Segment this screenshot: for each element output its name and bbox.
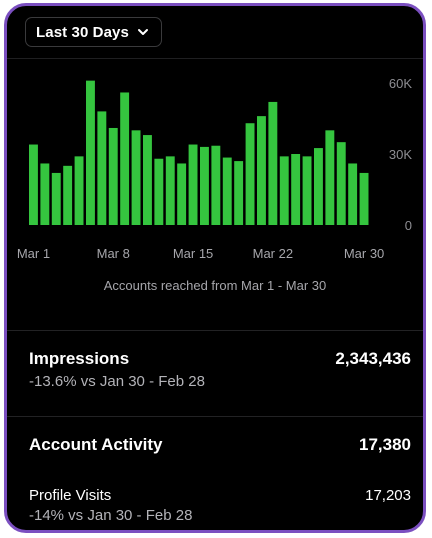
date-range-dropdown[interactable]: Last 30 Days xyxy=(25,17,162,47)
chart-bar[interactable] xyxy=(348,163,358,225)
chart-bar[interactable] xyxy=(314,148,323,225)
section-divider xyxy=(7,416,423,417)
account-activity-title: Account Activity xyxy=(29,435,163,454)
impressions-change: -13.6% vs Jan 30 - Feb 28 xyxy=(29,373,205,390)
chart-bar[interactable] xyxy=(97,111,107,225)
chart-bar[interactable] xyxy=(86,80,95,225)
chart-bar[interactable] xyxy=(302,156,312,225)
chart-bar[interactable] xyxy=(29,144,38,225)
reach-bar-chart: 60K 30K 0 Mar 1 Mar 8 Mar 15 Mar 22 Mar 30 xyxy=(17,76,412,261)
chart-bar[interactable] xyxy=(165,156,175,225)
chart-bar[interactable] xyxy=(108,127,118,225)
chart-bar[interactable] xyxy=(177,163,187,225)
insights-panel: Last 30 Days 60K 30K 0 Mar 1 Mar 8 Mar 15 Mar … xyxy=(4,3,426,533)
profile-visits-title: Profile Visits xyxy=(29,487,112,504)
chart-bar[interactable] xyxy=(325,130,335,225)
date-range-label: Last 30 Days xyxy=(36,23,129,41)
y-tick-label: 60K xyxy=(389,76,412,91)
chart-bar[interactable] xyxy=(51,172,61,225)
chart-bar[interactable] xyxy=(211,145,221,225)
chart-bar[interactable] xyxy=(268,101,278,225)
x-tick-label: Mar 1 xyxy=(17,246,50,261)
chevron-down-icon xyxy=(137,29,148,35)
y-tick-label: 0 xyxy=(405,218,412,233)
chart-bar[interactable] xyxy=(63,165,73,225)
chart-bar[interactable] xyxy=(222,157,232,225)
chart-bar[interactable] xyxy=(131,130,141,225)
chart-caption: Accounts reached from Mar 1 - Mar 30 xyxy=(103,278,327,293)
x-tick-label: Mar 15 xyxy=(173,246,213,261)
section-divider xyxy=(7,330,423,331)
profile-visits-change: -14% vs Jan 30 - Feb 28 xyxy=(29,507,193,524)
chart-bar[interactable] xyxy=(234,161,244,225)
chart-bar[interactable] xyxy=(291,154,301,225)
chart-bar[interactable] xyxy=(279,156,289,225)
chart-bar[interactable] xyxy=(257,116,266,225)
chart-bar[interactable] xyxy=(245,123,255,225)
chart-bar[interactable] xyxy=(120,92,130,225)
account-activity-value: 17,380 xyxy=(359,435,411,454)
chart-bar[interactable] xyxy=(40,163,50,225)
chart-bar[interactable] xyxy=(74,156,84,225)
chart-bar[interactable] xyxy=(336,142,346,225)
chart-bar[interactable] xyxy=(143,135,152,225)
chart-bar[interactable] xyxy=(188,144,198,225)
profile-visits-value: 17,203 xyxy=(365,487,411,504)
header-divider xyxy=(7,58,423,59)
chart-bar[interactable] xyxy=(200,146,209,225)
x-tick-label: Mar 22 xyxy=(253,246,293,261)
impressions-value: 2,343,436 xyxy=(335,349,411,368)
chart-bar[interactable] xyxy=(359,172,369,225)
chart-bar[interactable] xyxy=(154,158,164,225)
impressions-title: Impressions xyxy=(29,349,130,368)
x-tick-label: Mar 8 xyxy=(97,246,130,261)
y-tick-label: 30K xyxy=(389,147,412,162)
x-tick-label: Mar 30 xyxy=(344,246,384,261)
